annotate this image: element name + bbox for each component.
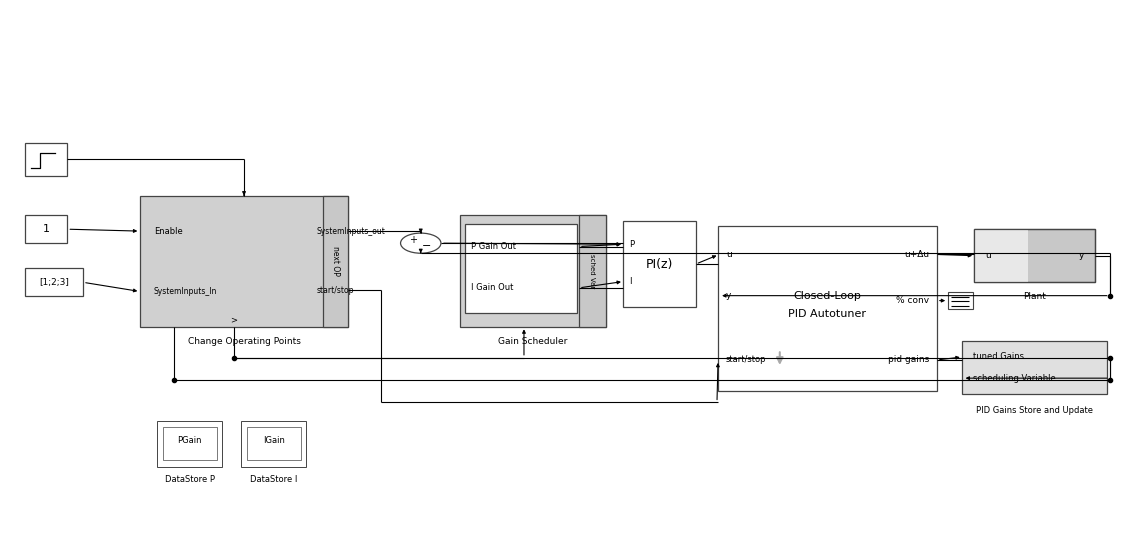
Text: Plant: Plant <box>1023 292 1046 301</box>
Text: Enable: Enable <box>154 226 183 236</box>
Text: u: u <box>726 250 732 259</box>
Text: pid gains: pid gains <box>888 356 929 364</box>
Text: SystemInputs_out: SystemInputs_out <box>316 226 385 236</box>
Bar <box>157 421 222 467</box>
Text: I: I <box>629 277 632 286</box>
Bar <box>948 292 973 309</box>
Text: P: P <box>629 240 635 249</box>
Bar <box>140 196 348 327</box>
Bar <box>25 268 83 296</box>
Text: 1: 1 <box>43 224 49 234</box>
Bar <box>25 215 67 243</box>
Text: PID Autotuner: PID Autotuner <box>789 309 866 319</box>
Bar <box>25 143 67 176</box>
Text: y: y <box>726 291 732 300</box>
Text: u: u <box>985 251 991 260</box>
Text: [1;2;3]: [1;2;3] <box>39 278 68 287</box>
Text: start/stop: start/stop <box>316 286 353 295</box>
Bar <box>163 427 217 460</box>
Text: start/stop: start/stop <box>726 356 766 364</box>
Text: Change Operating Points: Change Operating Points <box>187 337 301 346</box>
Text: Closed-Loop: Closed-Loop <box>793 291 862 301</box>
Bar <box>241 421 306 467</box>
Text: DataStore P: DataStore P <box>165 475 214 484</box>
Text: PGain: PGain <box>177 435 202 444</box>
Text: PID Gains Store and Update: PID Gains Store and Update <box>976 406 1093 415</box>
Text: y: y <box>1078 251 1084 260</box>
Text: −: − <box>422 241 432 251</box>
Text: SystemInputs_In: SystemInputs_In <box>154 287 217 296</box>
Text: >: > <box>230 316 237 325</box>
Text: P Gain Out: P Gain Out <box>471 242 516 251</box>
Bar <box>718 226 937 391</box>
Text: % conv: % conv <box>895 296 929 305</box>
Text: IGain: IGain <box>263 435 285 444</box>
Bar <box>465 224 577 313</box>
Bar <box>623 221 696 307</box>
Text: I Gain Out: I Gain Out <box>471 283 514 292</box>
Bar <box>974 229 1095 282</box>
Text: u+Δu: u+Δu <box>904 250 929 259</box>
Bar <box>460 215 606 327</box>
Bar <box>247 427 301 460</box>
Bar <box>579 215 606 327</box>
Bar <box>962 341 1107 394</box>
Text: PI(z): PI(z) <box>645 258 673 271</box>
Text: +: + <box>408 235 416 245</box>
Text: sched Var: sched Var <box>589 254 596 288</box>
Text: DataStore I: DataStore I <box>250 475 297 484</box>
Text: Gain Scheduler: Gain Scheduler <box>498 337 568 346</box>
Bar <box>974 229 1029 282</box>
Text: scheduling Variable: scheduling Variable <box>973 373 1056 383</box>
Bar <box>323 196 348 327</box>
Text: next OP: next OP <box>331 247 340 276</box>
Bar <box>974 229 1095 282</box>
Text: tuned Gains: tuned Gains <box>973 352 1023 362</box>
